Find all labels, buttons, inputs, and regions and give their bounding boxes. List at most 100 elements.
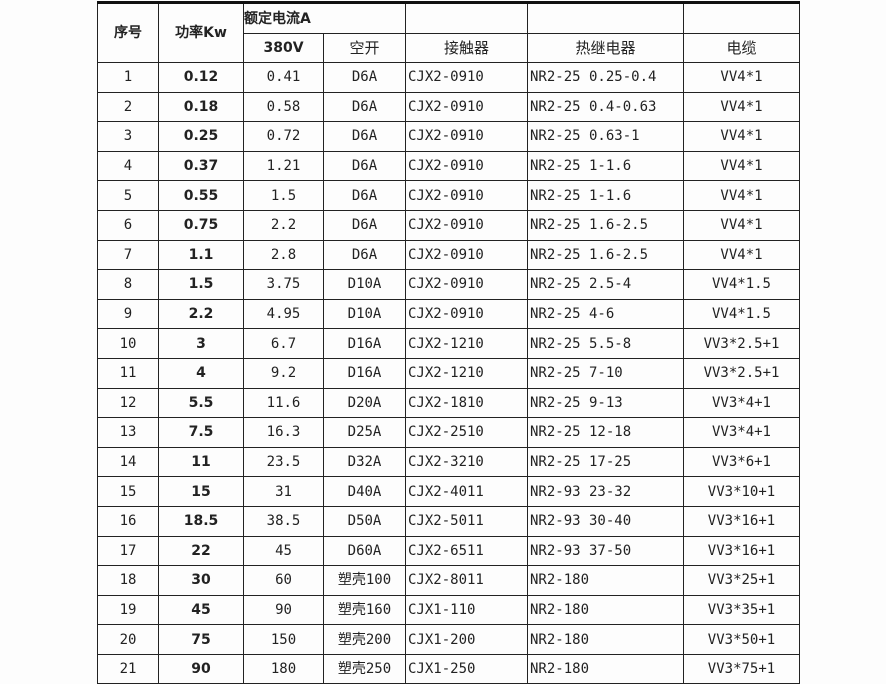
header-breaker: 空开 bbox=[323, 33, 406, 63]
cell-cable: VV3*25+1 bbox=[683, 565, 800, 596]
cell-no: 13 bbox=[97, 417, 159, 448]
cell-thermal-relay: NR2-180 bbox=[527, 565, 684, 596]
cell-cable: VV3*4+1 bbox=[683, 417, 800, 448]
table-row: 19 45 90 塑壳160 CJX1-110 NR2-180 VV3*35+1 bbox=[97, 594, 800, 626]
cell-power: 0.55 bbox=[158, 180, 244, 211]
table-row: 7 1.1 2.8 D6A CJX2-0910 NR2-25 1.6-2.5 VV4*1 bbox=[97, 239, 800, 271]
cell-no: 2 bbox=[97, 91, 159, 123]
header-contactor: 接触器 bbox=[405, 33, 528, 63]
table-row: 14 11 23.5 D32A CJX2-3210 NR2-25 17-25 VV3*6+1 bbox=[97, 446, 800, 478]
cell-thermal-relay: NR2-25 0.4-0.63 bbox=[527, 91, 684, 123]
cell-no: 11 bbox=[97, 357, 159, 389]
cell-thermal-relay: NR2-25 1.6-2.5 bbox=[527, 209, 684, 241]
header-no: 序号 bbox=[97, 2, 159, 63]
cell-power: 90 bbox=[158, 653, 244, 684]
cell-current-380v: 1.5 bbox=[243, 180, 324, 211]
header-empty bbox=[683, 2, 800, 34]
cell-thermal-relay: NR2-25 0.63-1 bbox=[527, 121, 684, 152]
cell-current-380v: 45 bbox=[243, 535, 324, 567]
table-row: 8 1.5 3.75 D10A CJX2-0910 NR2-25 2.5-4 VV4*1.5 bbox=[97, 269, 800, 300]
header-rated-current: 额定电流A bbox=[243, 2, 406, 34]
cell-no: 3 bbox=[97, 121, 159, 152]
cell-thermal-relay: NR2-25 4-6 bbox=[527, 298, 684, 330]
table-row: 2 0.18 0.58 D6A CJX2-0910 NR2-25 0.4-0.63 VV4*… bbox=[97, 91, 800, 123]
cell-cable: VV3*75+1 bbox=[683, 653, 800, 684]
table-row: 3 0.25 0.72 D6A CJX2-0910 NR2-25 0.63-1 VV4*1 bbox=[97, 121, 800, 152]
cell-breaker: D6A bbox=[323, 180, 406, 211]
cell-current-380v: 0.41 bbox=[243, 62, 324, 93]
cell-power: 0.37 bbox=[158, 150, 244, 182]
cell-breaker: 塑壳200 bbox=[323, 624, 406, 655]
cell-cable: VV3*50+1 bbox=[683, 624, 800, 655]
cell-contactor: CJX2-0910 bbox=[405, 91, 528, 123]
cell-cable: VV4*1 bbox=[683, 239, 800, 271]
cell-no: 17 bbox=[97, 535, 159, 567]
cell-contactor: CJX2-5011 bbox=[405, 505, 528, 537]
cell-current-380v: 23.5 bbox=[243, 446, 324, 478]
cell-power: 11 bbox=[158, 446, 244, 478]
cell-breaker: 塑壳250 bbox=[323, 653, 406, 684]
cell-power: 45 bbox=[158, 594, 244, 626]
header-empty bbox=[405, 2, 528, 34]
table-row: 1 0.12 0.41 D6A CJX2-0910 NR2-25 0.25-0.4 VV4*… bbox=[97, 62, 800, 93]
cell-power: 4 bbox=[158, 357, 244, 389]
cell-power: 1.5 bbox=[158, 269, 244, 300]
cell-thermal-relay: NR2-25 1-1.6 bbox=[527, 180, 684, 211]
cell-cable: VV4*1.5 bbox=[683, 269, 800, 300]
cell-current-380v: 11.6 bbox=[243, 387, 324, 419]
table-row: 13 7.5 16.3 D25A CJX2-2510 NR2-25 12-18 VV3*4+… bbox=[97, 417, 800, 448]
cell-thermal-relay: NR2-25 17-25 bbox=[527, 446, 684, 478]
table-row: 18 30 60 塑壳100 CJX2-8011 NR2-180 VV3*25+1 bbox=[97, 565, 800, 596]
cell-contactor: CJX1-110 bbox=[405, 594, 528, 626]
cell-breaker: D6A bbox=[323, 62, 406, 93]
cell-thermal-relay: NR2-93 23-32 bbox=[527, 476, 684, 507]
cell-contactor: CJX2-1810 bbox=[405, 387, 528, 419]
cell-no: 5 bbox=[97, 180, 159, 211]
cell-breaker: 塑壳100 bbox=[323, 565, 406, 596]
cell-thermal-relay: NR2-93 37-50 bbox=[527, 535, 684, 567]
cell-current-380v: 4.95 bbox=[243, 298, 324, 330]
cell-breaker: D6A bbox=[323, 121, 406, 152]
cell-contactor: CJX2-4011 bbox=[405, 476, 528, 507]
cell-current-380v: 31 bbox=[243, 476, 324, 507]
cell-thermal-relay: NR2-25 1-1.6 bbox=[527, 150, 684, 182]
cell-breaker: D6A bbox=[323, 150, 406, 182]
cell-thermal-relay: NR2-180 bbox=[527, 594, 684, 626]
cell-cable: VV4*1 bbox=[683, 62, 800, 93]
header-380v: 380V bbox=[243, 33, 324, 63]
cell-breaker: D50A bbox=[323, 505, 406, 537]
cell-no: 18 bbox=[97, 565, 159, 596]
cell-cable: VV4*1 bbox=[683, 180, 800, 211]
table-row: 9 2.2 4.95 D10A CJX2-0910 NR2-25 4-6 VV4*1.5 bbox=[97, 298, 800, 330]
cell-contactor: CJX2-0910 bbox=[405, 62, 528, 93]
table-row: 16 18.5 38.5 D50A CJX2-5011 NR2-93 30-40 VV3*1… bbox=[97, 505, 800, 537]
table-row: 6 0.75 2.2 D6A CJX2-0910 NR2-25 1.6-2.5 VV4*1 bbox=[97, 209, 800, 241]
cell-no: 12 bbox=[97, 387, 159, 419]
cell-cable: VV3*6+1 bbox=[683, 446, 800, 478]
cell-thermal-relay: NR2-25 0.25-0.4 bbox=[527, 62, 684, 93]
header-cable: 电缆 bbox=[683, 33, 800, 63]
cell-power: 18.5 bbox=[158, 505, 244, 537]
cell-no: 21 bbox=[97, 653, 159, 684]
table-row: 11 4 9.2 D16A CJX2-1210 NR2-25 7-10 VV3*2.5+1 bbox=[97, 357, 800, 389]
cell-power: 30 bbox=[158, 565, 244, 596]
cell-current-380v: 150 bbox=[243, 624, 324, 655]
cell-thermal-relay: NR2-25 12-18 bbox=[527, 417, 684, 448]
cell-cable: VV4*1 bbox=[683, 121, 800, 152]
motor-spec-table: 序号 功率Kw 额定电流A 380V 空开 接触器 热继电器 电缆 1 0.12 0… bbox=[97, 1, 800, 684]
cell-no: 1 bbox=[97, 62, 159, 93]
cell-cable: VV4*1.5 bbox=[683, 298, 800, 330]
cell-contactor: CJX1-250 bbox=[405, 653, 528, 684]
cell-current-380v: 2.8 bbox=[243, 239, 324, 271]
cell-power: 22 bbox=[158, 535, 244, 567]
cell-current-380v: 2.2 bbox=[243, 209, 324, 241]
table-row: 21 90 180 塑壳250 CJX1-250 NR2-180 VV3*75+1 bbox=[97, 653, 800, 684]
table-row: 12 5.5 11.6 D20A CJX2-1810 NR2-25 9-13 VV3*4+1 bbox=[97, 387, 800, 419]
cell-current-380v: 60 bbox=[243, 565, 324, 596]
cell-contactor: CJX2-1210 bbox=[405, 357, 528, 389]
cell-no: 4 bbox=[97, 150, 159, 182]
table-row: 4 0.37 1.21 D6A CJX2-0910 NR2-25 1-1.6 VV4*1 bbox=[97, 150, 800, 182]
cell-contactor: CJX2-2510 bbox=[405, 417, 528, 448]
cell-current-380v: 1.21 bbox=[243, 150, 324, 182]
cell-contactor: CJX2-1210 bbox=[405, 328, 528, 359]
